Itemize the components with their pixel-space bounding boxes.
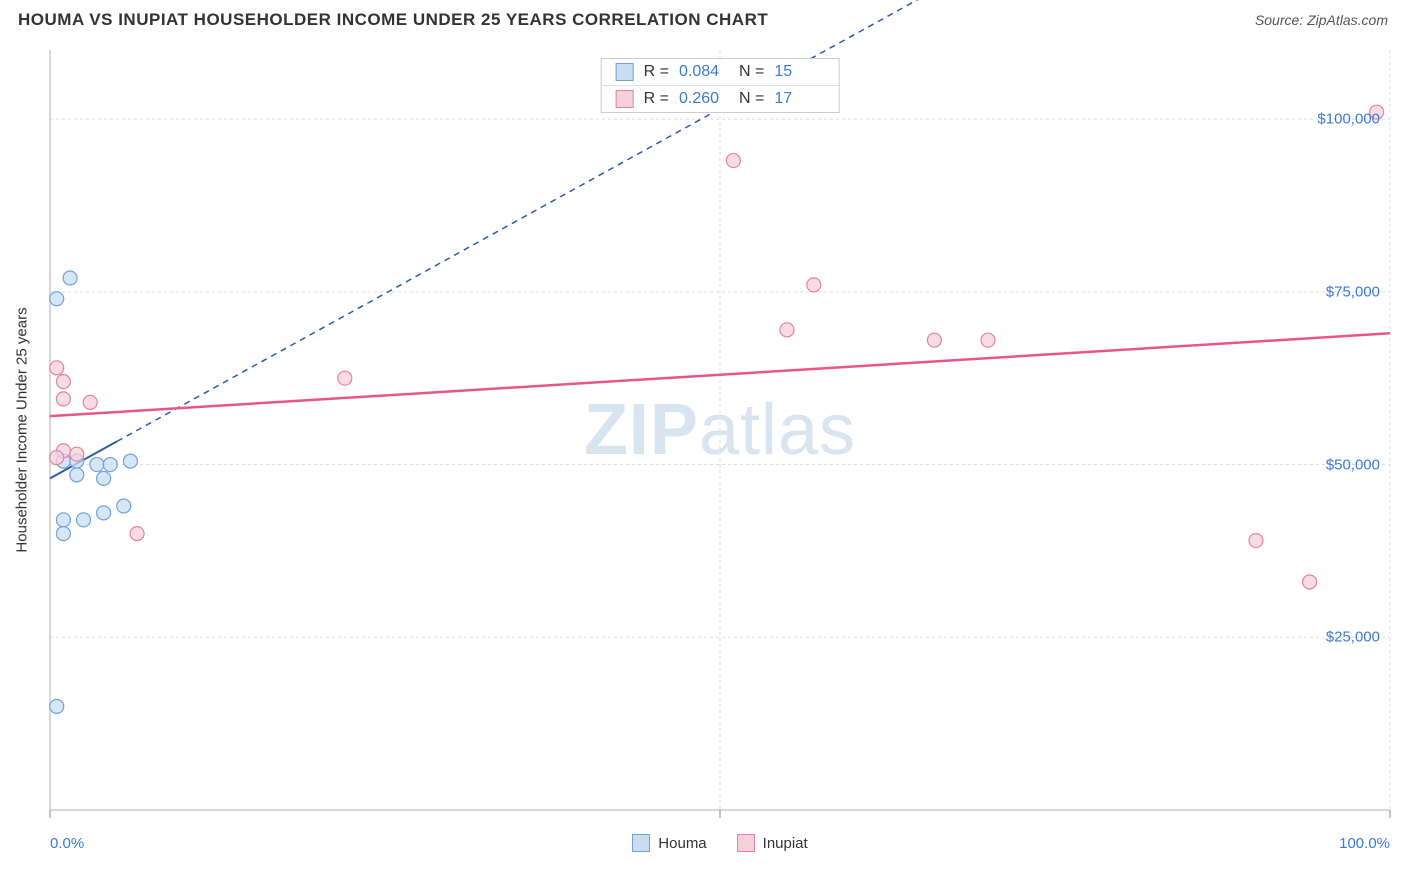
y-axis-label: Householder Income Under 25 years xyxy=(14,307,31,552)
legend-swatch xyxy=(616,63,634,81)
legend-swatch xyxy=(616,90,634,108)
y-tick-label: $75,000 xyxy=(1326,283,1380,300)
scatter-chart xyxy=(50,50,1390,810)
series-legend: Houma Inupiat xyxy=(50,834,1390,852)
chart-title: HOUMA VS INUPIAT HOUSEHOLDER INCOME UNDE… xyxy=(18,10,768,30)
legend-label: Inupiat xyxy=(763,835,808,852)
legend-item: Inupiat xyxy=(737,834,808,852)
y-tick-label: $50,000 xyxy=(1326,456,1380,473)
legend-label: Houma xyxy=(658,835,706,852)
chart-container: Householder Income Under 25 years ZIPatl… xyxy=(50,50,1390,810)
legend-stat-row: R = 0.084 N = 15 xyxy=(602,59,839,86)
legend-swatch xyxy=(737,834,755,852)
n-value: 15 xyxy=(774,63,824,81)
r-label: R = xyxy=(644,90,669,108)
legend-item: Houma xyxy=(632,834,706,852)
y-tick-label: $25,000 xyxy=(1326,629,1380,646)
legend-stat-row: R = 0.260 N = 17 xyxy=(602,86,839,112)
r-label: R = xyxy=(644,63,669,81)
r-value: 0.260 xyxy=(679,90,729,108)
r-value: 0.084 xyxy=(679,63,729,81)
n-value: 17 xyxy=(774,90,824,108)
y-tick-label: $100,000 xyxy=(1317,111,1380,128)
source-attribution: Source: ZipAtlas.com xyxy=(1255,12,1388,28)
correlation-legend: R = 0.084 N = 15 R = 0.260 N = 17 xyxy=(601,58,840,113)
legend-swatch xyxy=(632,834,650,852)
n-label: N = xyxy=(739,63,764,81)
n-label: N = xyxy=(739,90,764,108)
